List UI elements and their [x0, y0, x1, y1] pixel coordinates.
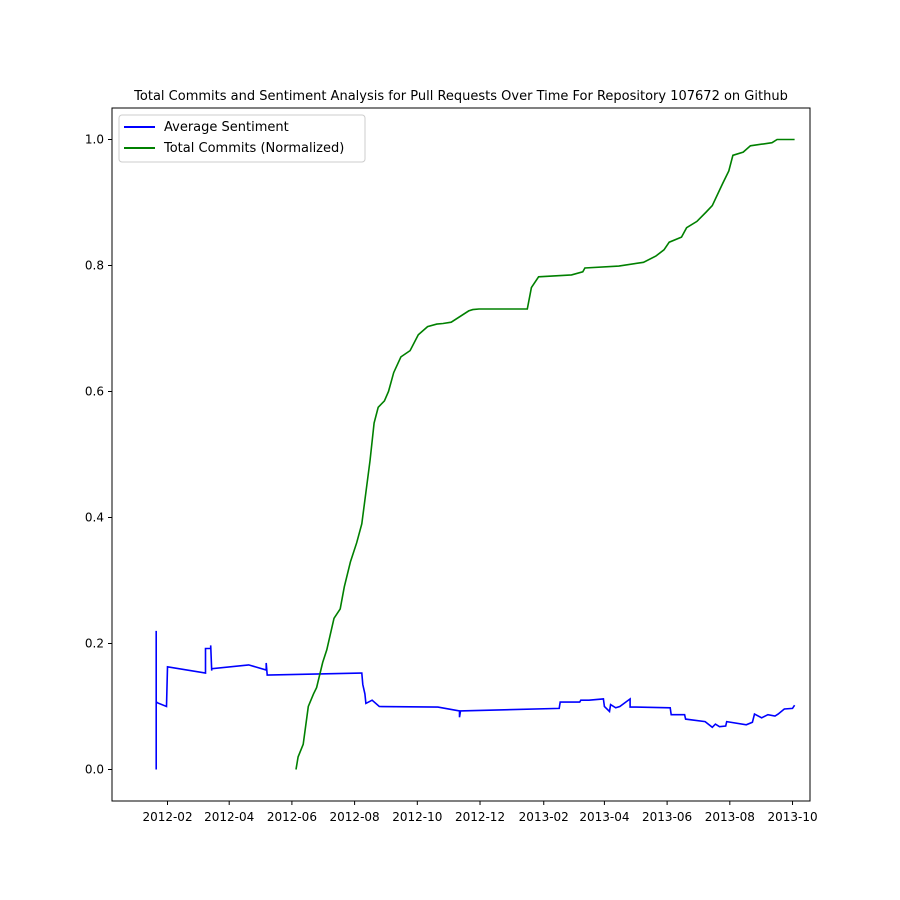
- plot-area: [155, 138, 796, 770]
- x-tick-label: 2012-12: [455, 810, 505, 824]
- series-line-total-commits-normalized: [295, 138, 795, 770]
- y-tick-label: 0.6: [85, 385, 104, 399]
- axes: 0.0 0.2 0.4 0.6 0.8 1.0 2012-02 2012-04 2012-06 2…: [85, 107, 818, 824]
- legend-label-average-sentiment: Average Sentiment: [164, 120, 289, 135]
- y-tick-label: 0.2: [85, 637, 104, 651]
- x-tick-label: 2012-06: [267, 810, 317, 824]
- legend-label-total-commits: Total Commits (Normalized): [163, 141, 344, 156]
- x-tick-label: 2013-06: [642, 810, 692, 824]
- y-tick-label: 1.0: [85, 133, 104, 147]
- x-tick-label: 2012-02: [142, 810, 192, 824]
- axes-frame: [111, 107, 811, 802]
- y-tick-label: 0.0: [85, 763, 104, 777]
- legend-frame: [118, 114, 366, 163]
- x-tick-label: 2013-10: [767, 810, 817, 824]
- series-line-average-sentiment: [155, 630, 796, 770]
- x-tick-label: 2013-04: [579, 810, 629, 824]
- legend: Average Sentiment Total Commits (Normali…: [118, 114, 366, 163]
- x-tick-label: 2013-02: [519, 810, 569, 824]
- y-tick-label: 0.4: [85, 511, 104, 525]
- x-tick-label: 2012-04: [204, 810, 254, 824]
- x-tick-label: 2012-10: [392, 810, 442, 824]
- y-tick-label: 0.8: [85, 259, 104, 273]
- x-tick-label: 2013-08: [705, 810, 755, 824]
- x-tick-label: 2012-08: [330, 810, 380, 824]
- chart-title: Total Commits and Sentiment Analysis for…: [133, 89, 788, 104]
